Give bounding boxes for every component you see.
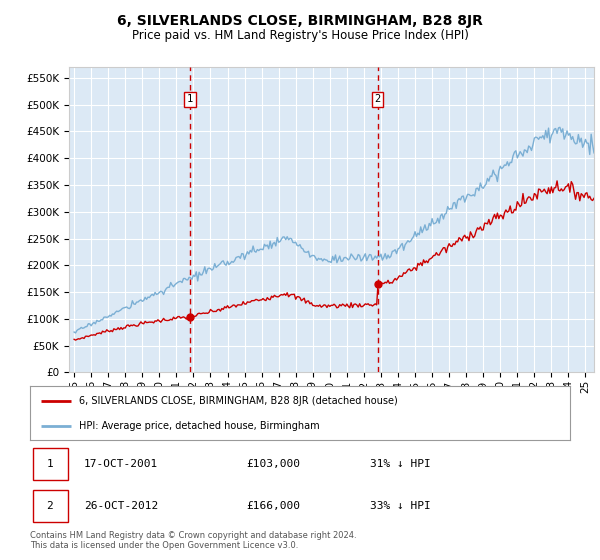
Text: 6, SILVERLANDS CLOSE, BIRMINGHAM, B28 8JR: 6, SILVERLANDS CLOSE, BIRMINGHAM, B28 8J… (117, 14, 483, 28)
Text: HPI: Average price, detached house, Birmingham: HPI: Average price, detached house, Birm… (79, 421, 319, 431)
Text: 31% ↓ HPI: 31% ↓ HPI (370, 459, 431, 469)
Text: £103,000: £103,000 (246, 459, 300, 469)
Text: 2: 2 (47, 501, 53, 511)
Bar (33, 447, 68, 480)
Text: 1: 1 (187, 94, 193, 104)
Text: 1: 1 (47, 459, 53, 469)
Text: Contains HM Land Registry data © Crown copyright and database right 2024.
This d: Contains HM Land Registry data © Crown c… (30, 531, 356, 550)
Bar (184, 92, 196, 107)
Text: 33% ↓ HPI: 33% ↓ HPI (370, 501, 431, 511)
Text: £166,000: £166,000 (246, 501, 300, 511)
Text: Price paid vs. HM Land Registry's House Price Index (HPI): Price paid vs. HM Land Registry's House … (131, 29, 469, 42)
Text: 6, SILVERLANDS CLOSE, BIRMINGHAM, B28 8JR (detached house): 6, SILVERLANDS CLOSE, BIRMINGHAM, B28 8J… (79, 396, 397, 407)
Text: 17-OCT-2001: 17-OCT-2001 (84, 459, 158, 469)
Text: 2: 2 (374, 94, 380, 104)
Bar (33, 489, 68, 522)
Text: 26-OCT-2012: 26-OCT-2012 (84, 501, 158, 511)
Bar (371, 92, 383, 107)
